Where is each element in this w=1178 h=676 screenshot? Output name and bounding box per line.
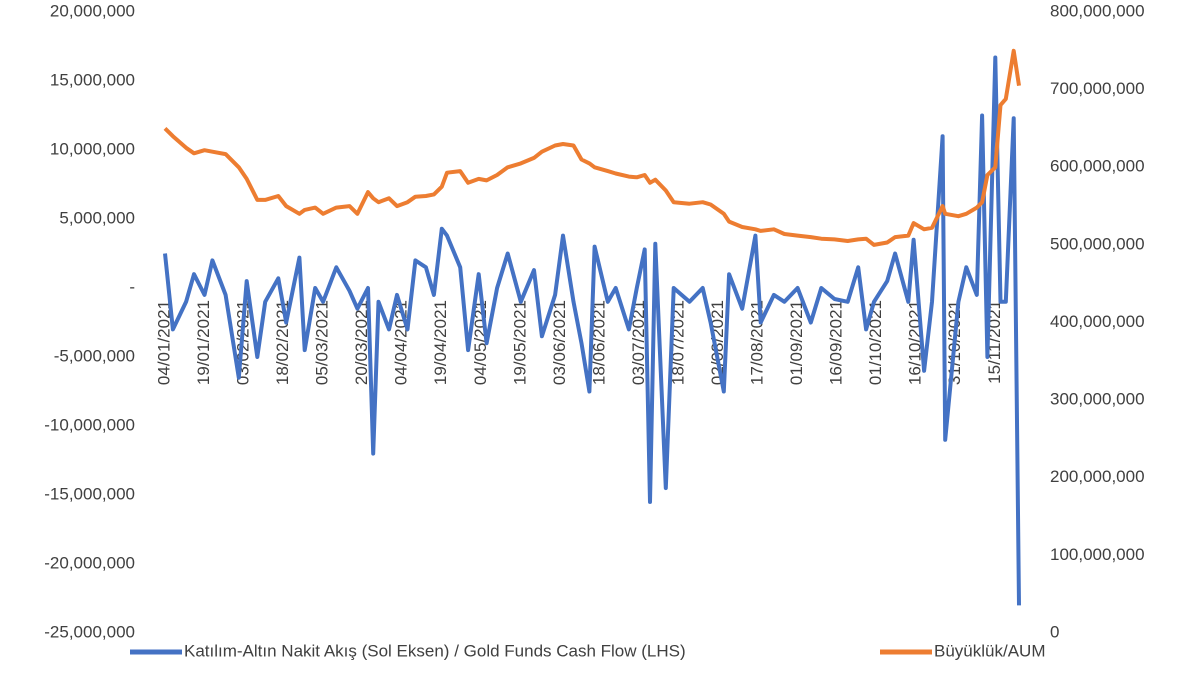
y-tick-label: -20,000,000 — [44, 553, 135, 572]
y2-tick-label: 100,000,000 — [1050, 545, 1145, 564]
x-tick-label: 02/08/2021 — [708, 300, 727, 385]
y-tick-label: -5,000,000 — [54, 346, 135, 365]
x-tick-label: 18/06/2021 — [589, 300, 608, 385]
y-tick-label: 10,000,000 — [50, 139, 135, 158]
x-tick-label: 04/01/2021 — [154, 300, 173, 385]
y2-tick-label: 500,000,000 — [1050, 234, 1145, 253]
legend-label: Katılım-Altın Nakit Akış (Sol Eksen) / G… — [184, 641, 686, 660]
y2-tick-label: 400,000,000 — [1050, 312, 1145, 331]
y-tick-label: 20,000,000 — [50, 1, 135, 20]
y2-tick-label: 200,000,000 — [1050, 467, 1145, 486]
series-line — [163, 55, 1021, 606]
legend-label: Büyüklük/AUM — [934, 641, 1045, 660]
y2-tick-label: 700,000,000 — [1050, 79, 1145, 98]
y-tick-label: -15,000,000 — [44, 484, 135, 503]
y2-tick-label: 300,000,000 — [1050, 390, 1145, 409]
x-tick-label: 19/05/2021 — [510, 300, 529, 385]
y-tick-label: -10,000,000 — [44, 415, 135, 434]
series-line — [163, 48, 1021, 247]
y-tick-label: 15,000,000 — [50, 70, 135, 89]
x-tick-label: 20/03/2021 — [352, 300, 371, 385]
y-tick-label: - — [129, 277, 135, 296]
x-tick-label: 19/01/2021 — [194, 300, 213, 385]
y-tick-label: -25,000,000 — [44, 622, 135, 641]
y-tick-label: 5,000,000 — [59, 208, 135, 227]
y2-tick-label: 600,000,000 — [1050, 157, 1145, 176]
y2-tick-label: 800,000,000 — [1050, 1, 1145, 20]
x-tick-label: 16/09/2021 — [827, 300, 846, 385]
x-tick-label: 01/10/2021 — [866, 300, 885, 385]
y2-tick-label: 0 — [1050, 622, 1059, 641]
x-tick-label: 19/04/2021 — [431, 300, 450, 385]
x-tick-label: 05/03/2021 — [313, 300, 332, 385]
x-tick-label: 03/06/2021 — [550, 300, 569, 385]
x-tick-label: 01/09/2021 — [787, 300, 806, 385]
x-tick-label: 03/07/2021 — [629, 300, 648, 385]
